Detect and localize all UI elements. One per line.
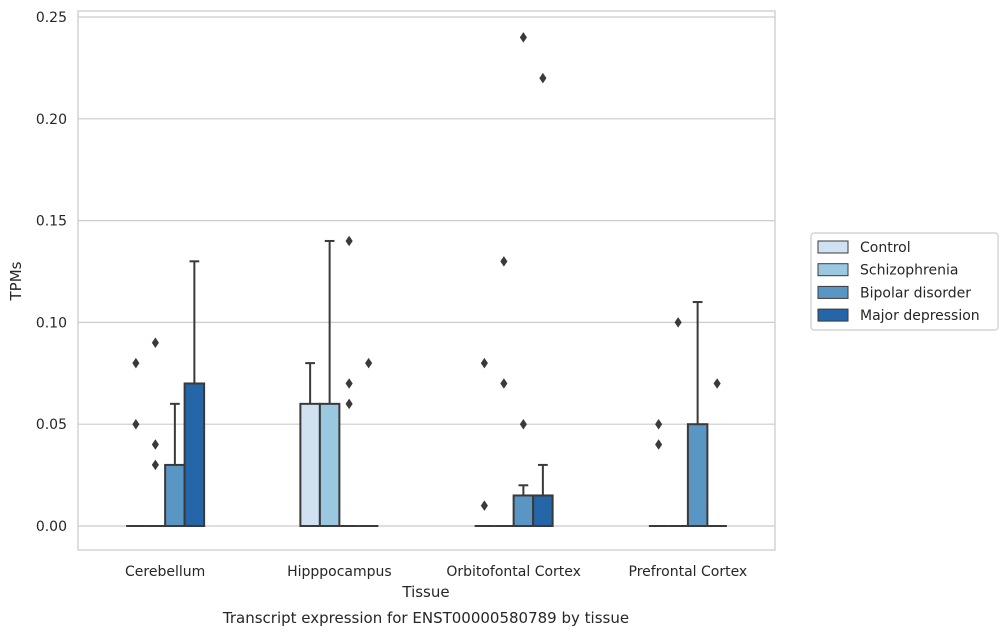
x-tick-label: Cerebellum [125,564,205,580]
box-bipolar-disorder [686,301,709,528]
outlier-point [539,72,547,84]
chart-title: Transcript expression for ENST0000058078… [222,609,629,627]
box-control [126,357,146,527]
box-body [686,423,709,528]
box-bipolar-disorder [512,32,535,527]
outlier-point [713,378,721,389]
y-tick-label: 0.10 [36,315,67,331]
legend-swatch [817,308,849,322]
legend-frame [810,232,999,331]
box-body [164,463,186,528]
box-plot-series [126,32,727,528]
outlier-point [519,32,527,43]
y-tick-label: 0.00 [36,519,67,535]
box-schizophrenia [318,239,341,527]
grid-lines [78,16,775,527]
outlier-point [365,357,373,369]
x-tick-label: Orbitofontal Cortex [446,564,581,580]
box-major-depression [358,357,379,527]
outlier-point [132,357,140,369]
outlier-point [655,439,663,450]
box-major-depression [707,378,727,527]
plot-frame [77,10,776,551]
y-tick-label: 0.25 [36,10,67,26]
outlier-point [345,235,353,247]
legend-label: Control [860,240,911,256]
outlier-point [500,378,508,389]
x-tick-label: Hipppocampus [287,564,392,580]
outlier-point [674,317,682,328]
x-axis-ticks: Cerebellum Hipppocampus Orbitofontal Corte… [125,564,747,580]
legend-label: Schizophrenia [860,263,958,279]
legend-swatch [817,263,849,277]
y-tick-label: 0.05 [36,417,67,433]
y-tick-label: 0.20 [36,112,67,128]
box-major-depression [532,72,554,527]
outlier-point [151,459,159,471]
box-bipolar-disorder [164,402,186,528]
legend-label: Bipolar disorder [860,285,971,301]
x-axis-label: Tissue [401,583,449,601]
box-control [648,418,669,527]
box-bipolar-disorder [339,235,359,527]
box-body [512,494,535,527]
box-body [318,402,341,527]
outlier-point [480,500,488,511]
outlier-point [151,439,159,450]
legend-swatch [817,240,849,254]
outlier-point [345,378,353,389]
outlier-point [480,357,488,369]
legend-label: Major depression [860,308,980,324]
box-body [299,402,321,527]
box-schizophrenia [668,317,688,527]
outlier-point [655,418,663,430]
y-tick-label: 0.15 [36,214,67,230]
outlier-point [500,256,508,267]
outlier-point [132,418,140,430]
outlier-point [345,398,353,410]
box-control [299,362,321,527]
box-major-depression [183,260,206,528]
outlier-point [519,418,527,430]
box-schizophrenia [145,337,166,527]
x-tick-label: Prefrontal Cortex [629,564,748,580]
box-body [532,494,554,527]
legend: Control Schizophrenia Bipolar disorder Majo… [810,232,999,331]
outlier-point [151,337,159,349]
y-axis-ticks: 0.00 0.05 0.10 0.15 0.20 0.25 [36,10,67,535]
box-body [183,382,206,528]
box-control [474,357,495,527]
y-axis-label: TPMs [7,261,25,301]
legend-swatch [817,285,849,299]
box-schizophrenia [494,256,514,527]
